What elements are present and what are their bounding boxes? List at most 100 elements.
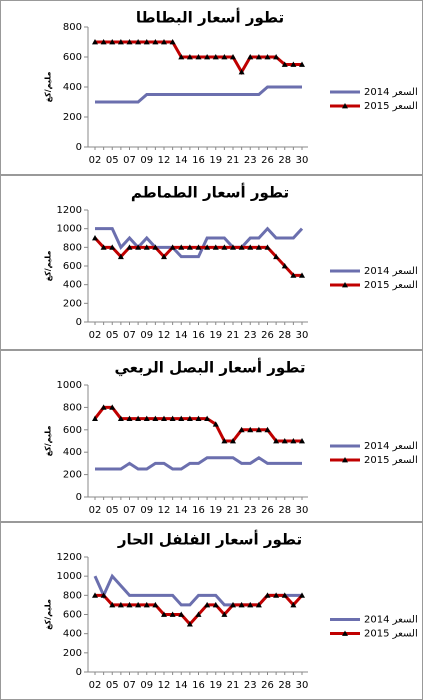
legend-marker [342, 103, 348, 109]
point-marker [92, 415, 98, 421]
x-tick-label: 09 [140, 680, 153, 691]
point-marker [100, 39, 107, 45]
point-marker [126, 601, 133, 608]
point-marker [169, 39, 176, 45]
y-axis-label: مليم/كغ [44, 251, 53, 282]
legend-label: السعر 2014 [364, 441, 418, 452]
point-marker [290, 601, 297, 608]
y-tick-label: 200 [63, 470, 82, 481]
point-marker [290, 61, 297, 67]
series-line [95, 456, 302, 471]
point-marker [186, 244, 193, 250]
point-marker [195, 611, 202, 617]
point-marker [117, 39, 124, 45]
point-marker [135, 244, 142, 250]
x-tick-label: 14 [175, 680, 188, 691]
y-tick-label: 800 [63, 242, 82, 253]
point-marker [100, 404, 107, 410]
point-marker [273, 253, 280, 260]
x-tick-label: 05 [106, 330, 119, 341]
point-marker [204, 54, 211, 60]
point-marker [161, 39, 167, 45]
y-tick-label: 200 [63, 112, 82, 123]
x-tick-label: 19 [209, 330, 222, 341]
point-marker [212, 54, 219, 60]
point-marker [247, 601, 254, 608]
legend-label: السعر 2014 [364, 266, 418, 277]
point-marker [221, 54, 228, 60]
y-axis-label: مليم/كغ [44, 426, 53, 457]
point-marker [117, 415, 124, 421]
y-tick-label: 200 [63, 648, 82, 659]
x-tick-label: 21 [227, 505, 240, 516]
chart-panel: تطور أسعار البصل الربعي مليم/كغ 0 200 400 600… [0, 350, 423, 522]
point-marker [255, 426, 262, 433]
point-marker [143, 415, 150, 421]
x-tick-label: 14 [175, 505, 188, 516]
x-tick-label: 16 [192, 330, 205, 341]
point-marker [238, 426, 245, 433]
x-tick-label: 26 [261, 155, 274, 166]
x-tick-label: 05 [106, 680, 119, 691]
point-marker [264, 426, 271, 433]
y-axis-label: مليم/كغ [44, 72, 53, 103]
x-tick-label: 09 [140, 505, 153, 516]
x-tick-label: 21 [227, 330, 240, 341]
y-tick-label: 0 [76, 317, 82, 328]
x-tick-label: 05 [106, 155, 119, 166]
x-tick-label: 16 [192, 505, 205, 516]
chart-panel: تطور أسعار الطماطم مليم/كغ 0 200 400 600 800 10… [0, 175, 423, 350]
y-tick-label: 1200 [57, 552, 82, 563]
point-marker [230, 601, 236, 608]
x-tick-label: 28 [278, 155, 291, 166]
y-tick-label: 400 [63, 447, 82, 458]
point-marker [299, 61, 305, 67]
x-tick-label: 12 [158, 155, 171, 166]
point-marker [238, 69, 245, 75]
point-marker [221, 438, 228, 444]
point-marker [299, 438, 305, 444]
point-marker [100, 592, 107, 598]
point-marker [178, 54, 185, 60]
point-marker [221, 611, 228, 617]
point-marker [221, 244, 228, 250]
chart-title: تطور أسعار الطماطم [131, 183, 289, 202]
point-marker [92, 592, 98, 598]
legend-label: السعر 2015 [364, 455, 418, 466]
point-marker [143, 39, 150, 45]
point-marker [109, 404, 116, 410]
x-tick-label: 23 [244, 680, 257, 691]
x-tick-label: 02 [89, 680, 102, 691]
point-marker [290, 272, 297, 278]
point-marker [169, 415, 176, 421]
point-marker [204, 244, 211, 250]
legend-label: السعر 2015 [364, 280, 418, 291]
y-tick-label: 800 [63, 402, 82, 413]
x-tick-label: 23 [244, 505, 257, 516]
x-tick-label: 14 [175, 155, 188, 166]
point-marker [247, 244, 254, 250]
point-marker [238, 244, 245, 250]
x-tick-label: 28 [278, 505, 291, 516]
point-marker [281, 438, 288, 444]
x-tick-label: 19 [209, 155, 222, 166]
point-marker [152, 244, 159, 250]
y-tick-label: 1000 [57, 380, 82, 391]
y-tick-label: 600 [63, 261, 82, 272]
x-tick-label: 05 [106, 505, 119, 516]
point-marker [178, 244, 185, 250]
x-tick-label: 30 [296, 505, 309, 516]
point-marker [281, 592, 288, 598]
series-line [93, 405, 302, 443]
x-tick-label: 21 [227, 680, 240, 691]
legend-label: السعر 2015 [364, 101, 418, 112]
point-marker [212, 244, 219, 250]
point-marker [152, 601, 159, 608]
x-tick-label: 12 [158, 680, 171, 691]
x-tick-label: 26 [261, 680, 274, 691]
point-marker [273, 438, 280, 444]
x-tick-label: 26 [261, 505, 274, 516]
y-tick-label: 200 [63, 298, 82, 309]
x-tick-label: 19 [209, 680, 222, 691]
x-tick-label: 28 [278, 680, 291, 691]
